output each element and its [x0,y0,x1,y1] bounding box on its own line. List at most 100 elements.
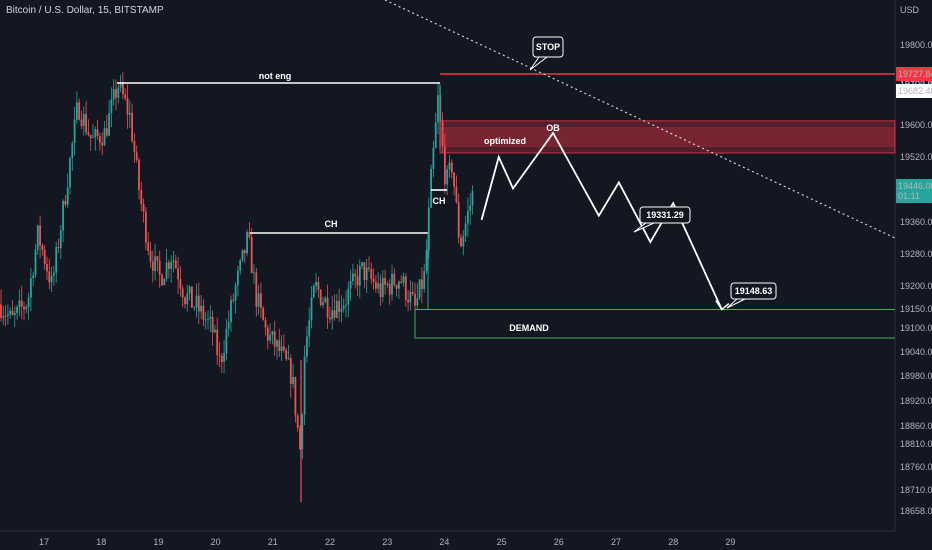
x-tick-label: 22 [325,537,335,547]
candle-body [158,260,161,275]
candle-body [145,211,147,243]
candle-body [361,262,363,267]
candle-body [87,132,90,135]
candle-body [89,134,92,138]
candle-body [402,276,405,283]
y-tick-label: 18860.00 [900,421,932,431]
candle-body [273,331,276,347]
candle-body [227,322,230,329]
candle-body [4,315,7,317]
candle-body [64,200,67,205]
target1-callout-box [639,206,691,224]
candle-body [299,427,301,450]
candle-body [36,225,39,250]
candle-body [43,249,46,265]
tag-countdown: 01:11 [898,191,920,201]
candle-body [48,271,51,283]
candle-body [317,282,320,290]
candle-body [457,202,460,238]
label-ob: OB [546,123,560,133]
x-tick-label: 18 [96,537,106,547]
candle-body [41,245,44,250]
x-tick-label: 27 [611,537,621,547]
candle-body [9,310,12,315]
candle-body [276,340,278,347]
candle-body [312,285,315,298]
candle-body [437,95,439,123]
candle-body [418,279,421,299]
candle-body [395,285,398,289]
candle-body [393,273,396,286]
candle-body [278,340,281,351]
candle-body [386,283,389,285]
candle-body [197,295,200,312]
candle-body [425,250,428,272]
x-tick-label: 23 [382,537,392,547]
candle-body [411,292,414,294]
x-tick-label: 26 [554,537,564,547]
candle-body [165,262,168,279]
candle-body [101,142,104,146]
candle-body [237,270,239,286]
candle-body [322,302,324,306]
candle-body [248,232,251,238]
target2-callout-pointer [726,298,746,309]
target2-callout-box [730,282,777,300]
y-tick-label: 18760.00 [900,462,932,472]
candle-body [214,329,216,333]
candle-body [326,297,329,318]
candle-body [423,271,426,289]
candle-body [255,272,258,307]
y-tick-label: 19520.00 [900,152,932,162]
candle-body [179,279,182,289]
label-demand: DEMAND [509,323,549,333]
candle-body [57,247,60,249]
y-tick-label: 19360.00 [900,217,932,227]
candle-body [163,278,166,286]
candle-body [124,94,127,98]
candle-body [469,205,472,211]
candle-body [223,353,225,363]
candle-body [110,99,113,113]
tag-stop: 19727.84 [898,69,932,79]
candle-body [455,187,458,203]
candle-body [53,272,55,276]
y-tick-label: 19200.00 [900,281,932,291]
candle-body [69,158,71,188]
candle-body [193,307,196,309]
candle-body [391,273,393,295]
candle-body [34,249,37,276]
y-tick-label: 19280.00 [900,249,932,259]
candle-body [467,210,469,224]
stop-callout-text: STOP [536,42,560,52]
tag-current-bg [896,179,932,203]
y-tick-label: 18920.00 [900,396,932,406]
candle-body [377,283,380,289]
candle-body [234,285,237,301]
candle-body [7,314,9,317]
candle-body [352,273,354,282]
candle-body [368,267,370,270]
candle-body [345,304,347,306]
y-tick-hidden-1: 19702.60 [900,78,932,88]
candle-body [23,306,25,310]
candle-body [126,97,129,115]
trendline [384,0,896,239]
candle-body [0,304,2,318]
candle-body [347,288,350,305]
candle-body [448,162,451,170]
candle-body [119,82,122,88]
x-tick-label: 29 [725,537,735,547]
candle-body [241,249,244,261]
candle-body [230,299,232,323]
candle-body [117,87,120,98]
stop-callout-box [532,36,564,58]
candle-body [168,262,170,269]
candle-body [250,237,253,274]
candle-body [225,328,228,354]
candle-body [421,279,423,289]
candle-body [407,299,409,303]
candle-body [462,235,465,247]
candle-body [444,146,446,185]
